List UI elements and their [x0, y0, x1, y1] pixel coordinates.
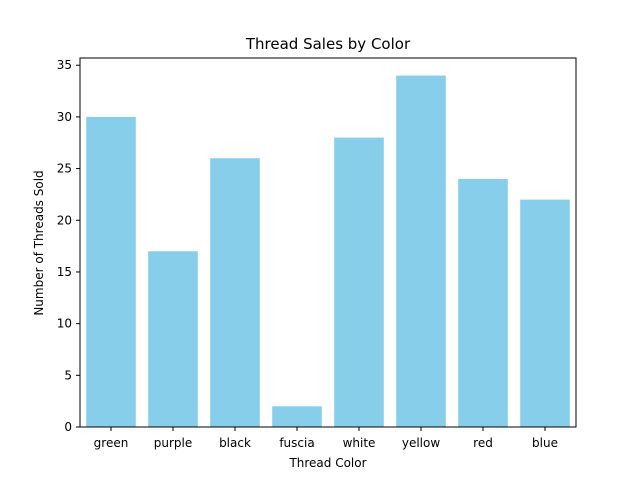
y-tick-label-35: 35 [57, 58, 72, 72]
bar-white [334, 137, 384, 427]
bar-fuscia [272, 406, 322, 427]
y-axis-label: Number of Threads Sold [32, 170, 46, 315]
y-axis-ticks: 0 5 10 15 20 25 30 35 [57, 58, 80, 434]
y-tick-label-25: 25 [57, 162, 72, 176]
chart-title: Thread Sales by Color [245, 35, 411, 53]
bar-green [86, 116, 136, 428]
y-tick-label-20: 20 [57, 213, 72, 227]
y-tick-label-15: 15 [57, 265, 72, 279]
x-tick-label-fuscia: fuscia [279, 436, 314, 450]
bar-black [210, 158, 260, 427]
plot-frame [79, 57, 577, 428]
x-tick-label-purple: purple [154, 436, 193, 450]
x-tick-label-yellow: yellow [402, 436, 440, 450]
y-tick-label-0: 0 [64, 420, 72, 434]
bar-blue [520, 199, 570, 427]
bar-red [458, 178, 508, 427]
x-axis-label: Thread Color [288, 456, 366, 470]
x-tick-label-red: red [473, 436, 493, 450]
bar-yellow [396, 75, 446, 428]
y-tick-label-30: 30 [57, 110, 72, 124]
bars-group [86, 75, 570, 428]
x-tick-label-green: green [94, 436, 129, 450]
x-tick-label-blue: blue [532, 436, 558, 450]
x-tick-label-white: white [343, 436, 376, 450]
y-tick-label-10: 10 [57, 317, 72, 331]
x-tick-label-black: black [219, 436, 251, 450]
bar-purple [148, 251, 198, 427]
x-axis-ticks: green purple black fuscia white yellow red blue [94, 427, 558, 450]
y-tick-label-5: 5 [64, 368, 72, 382]
